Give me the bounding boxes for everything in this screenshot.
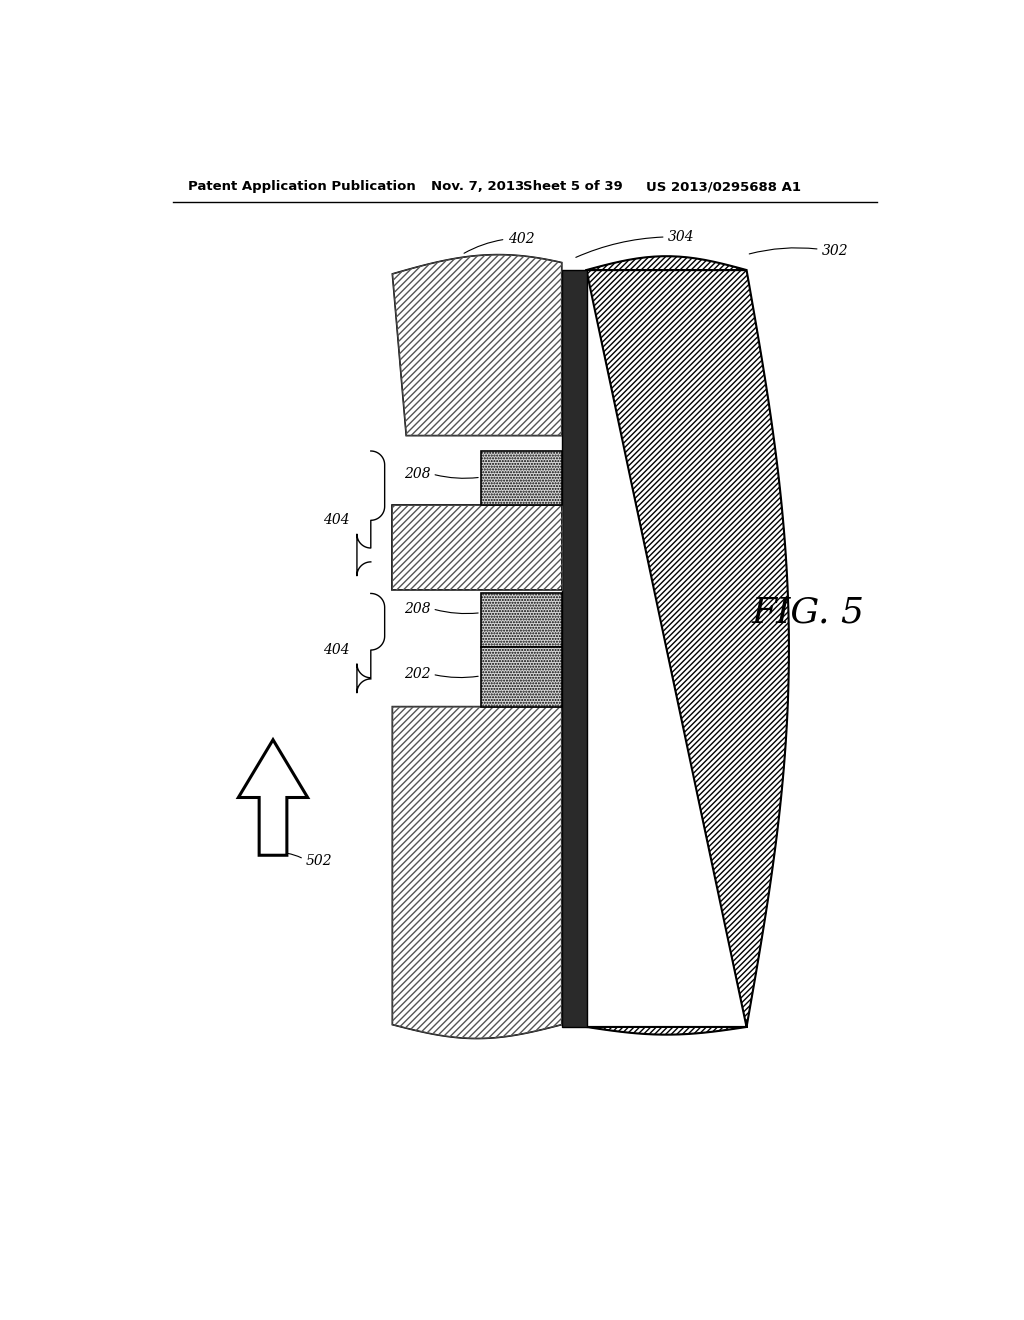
- Text: US 2013/0295688 A1: US 2013/0295688 A1: [646, 181, 802, 194]
- Bar: [481, 451, 562, 506]
- Text: Nov. 7, 2013: Nov. 7, 2013: [431, 181, 524, 194]
- Text: 402: 402: [392, 557, 419, 572]
- Text: 404: 404: [323, 513, 349, 527]
- Text: Sheet 5 of 39: Sheet 5 of 39: [523, 181, 623, 194]
- Text: 202: 202: [404, 668, 431, 681]
- Polygon shape: [587, 256, 788, 1035]
- Polygon shape: [239, 739, 307, 855]
- Polygon shape: [562, 271, 587, 1027]
- Text: 402: 402: [462, 991, 488, 1005]
- Polygon shape: [392, 506, 562, 590]
- Text: FIG. 5: FIG. 5: [752, 595, 864, 630]
- Text: 302: 302: [822, 244, 849, 257]
- Text: Patent Application Publication: Patent Application Publication: [188, 181, 416, 194]
- Text: 304: 304: [668, 230, 694, 244]
- Bar: [481, 647, 562, 706]
- Text: 404: 404: [323, 643, 349, 656]
- Text: 208: 208: [404, 602, 431, 616]
- Polygon shape: [392, 255, 562, 436]
- Bar: [481, 594, 562, 647]
- Polygon shape: [392, 706, 562, 1039]
- Text: 502: 502: [306, 854, 333, 867]
- Text: 208: 208: [404, 467, 431, 480]
- Text: 402: 402: [508, 232, 535, 247]
